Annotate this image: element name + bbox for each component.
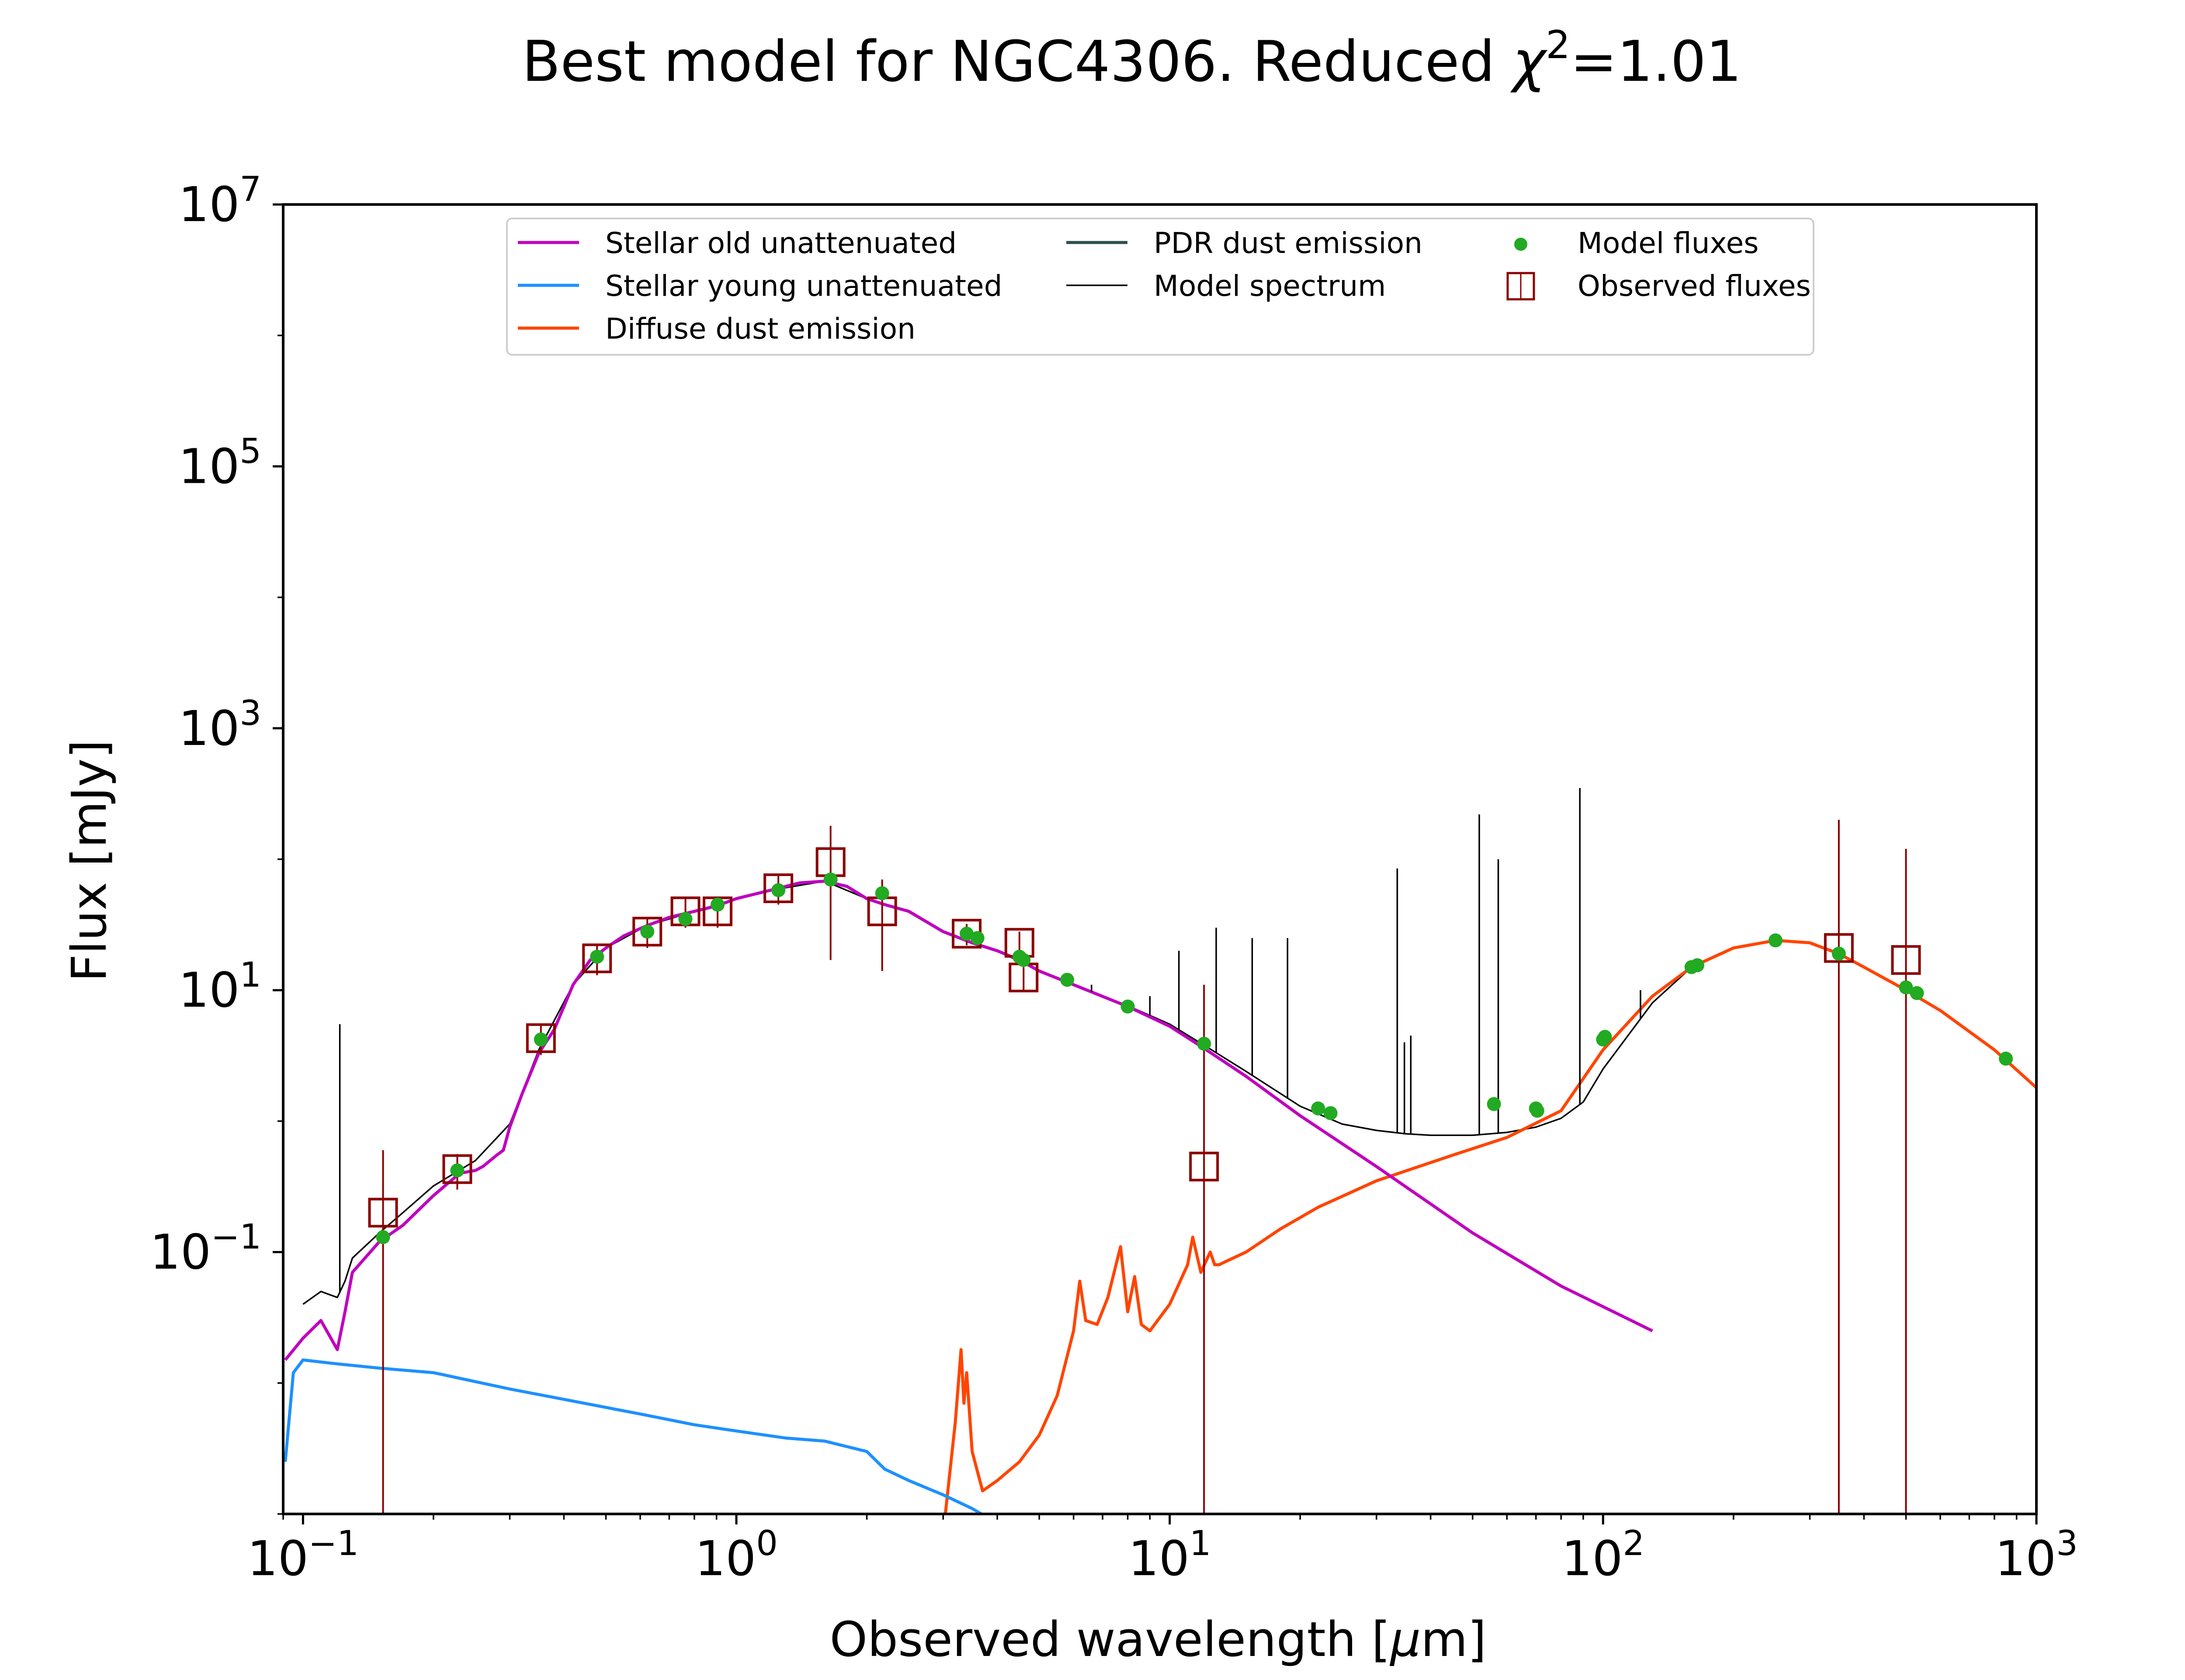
observed-flux-marker <box>582 943 612 973</box>
model-flux-point <box>970 931 985 945</box>
observed-flux-marker <box>526 1023 556 1053</box>
legend-box <box>506 218 1814 356</box>
series-line-stellar-young-unattenuated <box>284 1358 985 1514</box>
model-flux-point <box>823 872 838 887</box>
observed-flux-marker <box>632 917 662 947</box>
observed-flux-marker <box>763 873 794 903</box>
plot-area <box>284 788 2036 1514</box>
chart-title-text: Best model for NGC4306. Reduced <box>522 29 1513 94</box>
observed-flux-marker <box>442 1154 472 1184</box>
legend-stellar-young-unattenuated-label: Stellar young unattenuated <box>605 269 1002 303</box>
model-flux-point <box>1120 999 1135 1014</box>
chart-title-value: =1.01 <box>1570 29 1741 94</box>
y-tick-label: 101 <box>178 956 261 1018</box>
model-flux-point <box>1197 1036 1211 1051</box>
model-flux-point <box>1999 1051 2013 1066</box>
model-flux-point <box>534 1032 548 1047</box>
x-tick-label: 101 <box>1128 1524 1211 1586</box>
x-axis-label: Observed wavelength [μm] <box>830 1611 1487 1667</box>
x-tick-label: 103 <box>1995 1524 2078 1586</box>
legend-stellar-old-unattenuated-label: Stellar old unattenuated <box>605 226 957 260</box>
legend: Stellar old unattenuated Stellar young un… <box>506 218 1814 356</box>
model-flux-point <box>1910 986 1924 1000</box>
legend-model-spectrum-label: Model spectrum <box>1154 269 1386 303</box>
model-flux-point <box>1598 1030 1612 1044</box>
model-flux-point <box>1311 1101 1325 1115</box>
model-flux-point <box>1768 933 1783 948</box>
legend-diffuse-dust-emission-label: Diffuse dust emission <box>605 312 916 346</box>
x-tick-label: 100 <box>695 1524 778 1586</box>
axes: 10−1 100 101 102 103 10−1 101 103 105 107 <box>150 170 2078 1586</box>
y-tick-label: 107 <box>178 170 261 232</box>
model-flux-point <box>1323 1106 1338 1120</box>
model-flux-point <box>771 883 786 897</box>
model-flux-point <box>1060 973 1075 987</box>
model-flux-point <box>678 912 693 926</box>
model-flux-point <box>1016 953 1031 967</box>
model-flux-point <box>1487 1097 1501 1111</box>
legend-model-fluxes-label: Model fluxes <box>1578 226 1759 260</box>
observed-flux-marker <box>1891 945 1921 975</box>
observed-flux-marker <box>1824 933 1854 963</box>
model-flux-point <box>640 925 655 939</box>
observed-flux-marker <box>1189 1151 1219 1181</box>
model-flux-point <box>1831 946 1846 961</box>
legend-model-fluxes-swatch <box>1514 238 1527 251</box>
chart-title-sup: 2 <box>1546 22 1570 67</box>
model-flux-point <box>590 949 604 964</box>
model-flux-point <box>1899 980 1913 994</box>
model-flux-point <box>1690 958 1705 973</box>
model-flux-point <box>376 1230 390 1244</box>
y-axis-label: Flux [mJy] <box>61 740 117 982</box>
legend-observed-fluxes-label: Observed fluxes <box>1578 269 1811 303</box>
series-line-diffuse-dust-emission <box>943 939 2036 1514</box>
model-flux-point <box>875 886 889 901</box>
x-tick-label: 102 <box>1562 1524 1645 1586</box>
model-flux-point <box>1530 1104 1544 1118</box>
y-tick-label: 10−1 <box>150 1218 261 1280</box>
y-tick-label: 105 <box>178 432 261 494</box>
model-flux-point <box>711 897 725 912</box>
chart-title-chi: χ <box>1510 29 1547 94</box>
model-flux-point <box>960 926 974 941</box>
x-tick-label: 10−1 <box>247 1524 359 1586</box>
legend-pdr-dust-emission-label: PDR dust emission <box>1154 226 1422 260</box>
chart-title: Best model for NGC4306. Reduced χ2=1.01 <box>522 22 1742 94</box>
model-flux-point <box>450 1163 465 1178</box>
y-tick-label: 103 <box>178 694 261 756</box>
observed-flux-marker <box>368 1198 398 1228</box>
